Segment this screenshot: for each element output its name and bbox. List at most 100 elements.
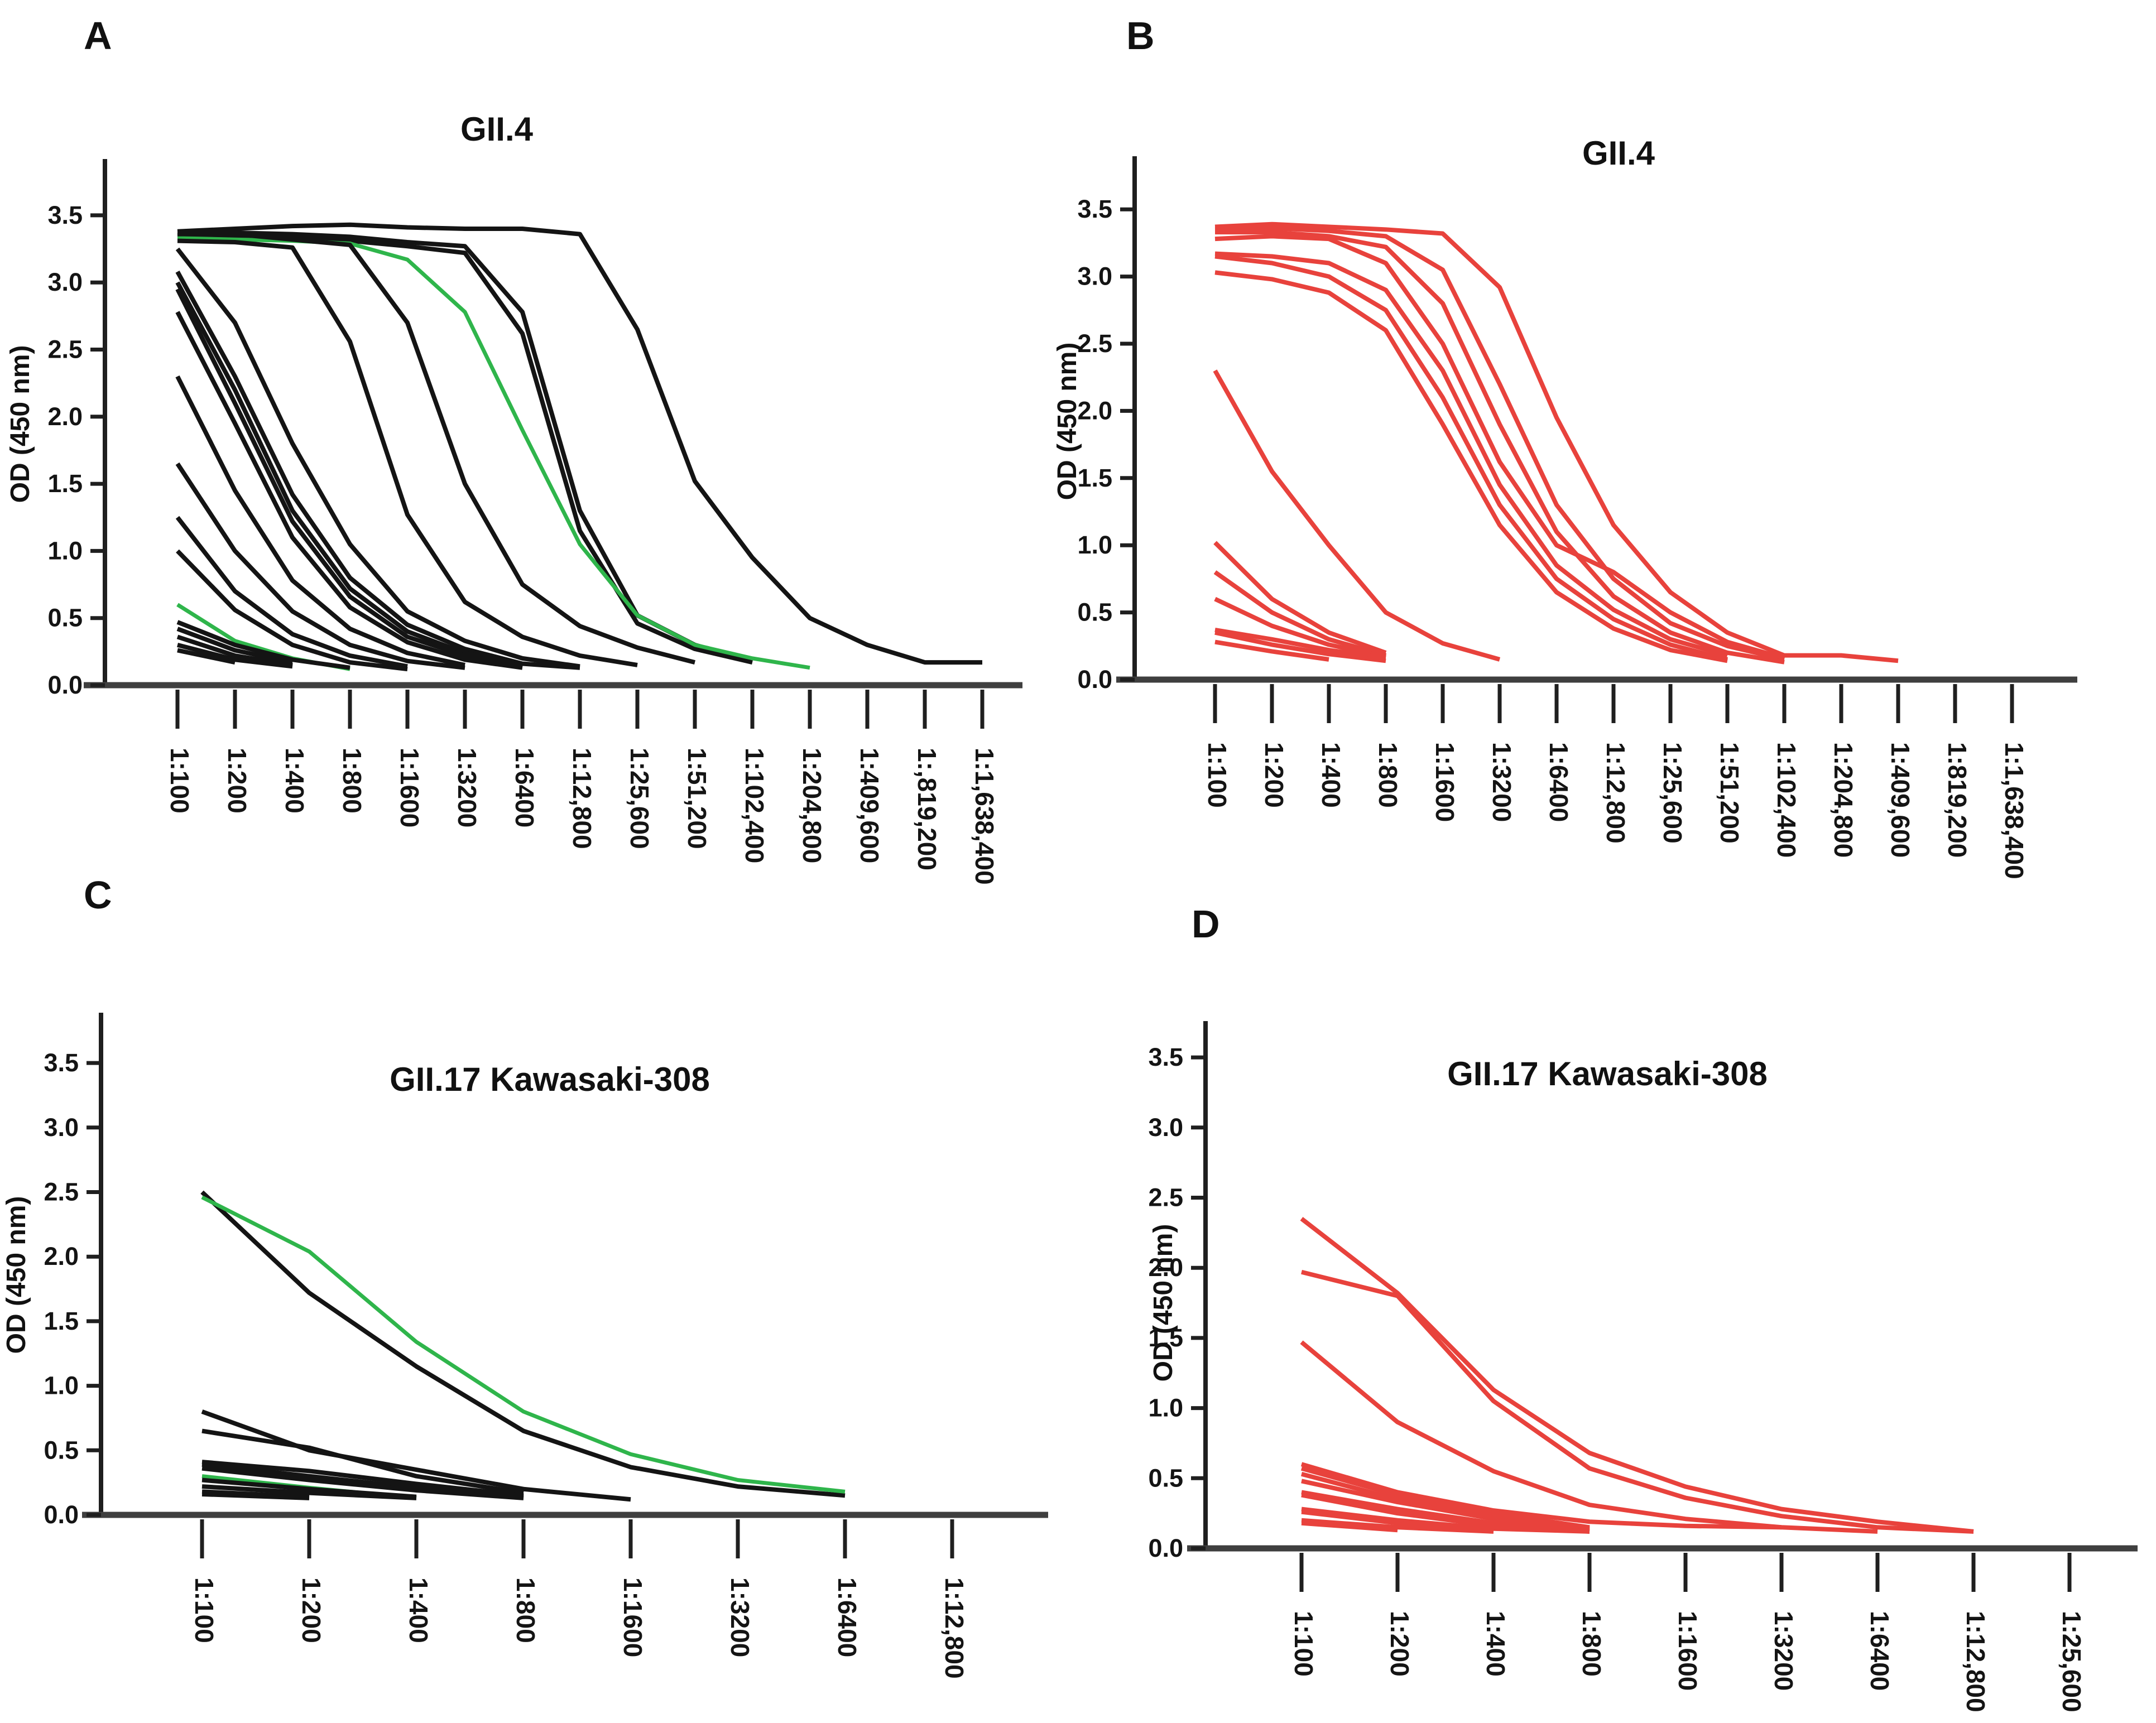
y-tick-label-D: 0.0 [1148, 1534, 1183, 1562]
y-tick-label-B: 2.5 [1077, 329, 1112, 358]
series-line-D-red-6 [1301, 1479, 1590, 1533]
x-tick-label-A: 1:102,400 [740, 748, 769, 863]
y-tick-label-B: 1.5 [1077, 464, 1112, 492]
y-tick-label-A: 1.0 [47, 536, 83, 565]
series-line-A-black-17 [176, 627, 293, 665]
x-tick-label-C: 1:200 [297, 1577, 326, 1643]
series-line-A-black-4 [177, 232, 695, 665]
y-tick-label-D: 2.5 [1148, 1183, 1183, 1212]
series-line-B-red-1 [1214, 225, 1785, 662]
y-tick-label-D: 3.0 [1148, 1113, 1183, 1142]
x-tick-label-B: 1:400 [1317, 742, 1346, 808]
series-line-C-black-3 [201, 1428, 524, 1495]
panel-title-A: GII.4 [460, 110, 534, 148]
x-tick-label-A: 1:100 [165, 748, 194, 814]
series-line-B-red-2 [1215, 230, 1785, 665]
x-tick-label-C: 1:400 [404, 1577, 433, 1643]
x-tick-label-C: 1:3200 [726, 1577, 755, 1657]
y-tick-label-B: 2.0 [1077, 396, 1112, 425]
series-line-A-black-0 [177, 222, 982, 665]
y-tick-label-B: 3.0 [1077, 262, 1112, 291]
series-line-C-black-2 [201, 1409, 631, 1502]
series-line-B-red-8 [1213, 541, 1387, 655]
panel-letter-D: D [1192, 902, 1220, 946]
y-tick-label-C: 0.5 [44, 1436, 79, 1464]
x-tick-label-A: 1:200 [223, 748, 252, 814]
series-line-A-black-6 [175, 247, 580, 669]
x-tick-label-A: 1:12,800 [568, 748, 597, 849]
y-tick-label-B: 0.0 [1077, 665, 1112, 694]
x-tick-label-C: 1:12,800 [940, 1577, 969, 1679]
series-line-A-black-19 [177, 642, 293, 669]
x-tick-label-B: 1:12,800 [1601, 742, 1630, 844]
x-tick-label-A: 1:1600 [395, 748, 424, 827]
x-tick-label-A: 1:400 [280, 748, 309, 814]
series-line-A-black-20 [177, 648, 236, 665]
series-line-A-black-14 [176, 549, 408, 672]
panel-letter-C: C [84, 873, 112, 917]
x-tick-label-D: 1:6400 [1865, 1611, 1894, 1691]
y-tick-label-A: 0.5 [47, 604, 83, 632]
y-tick-label-B: 1.0 [1077, 531, 1112, 559]
y-tick-label-C: 3.0 [44, 1113, 79, 1142]
y-tick-label-A: 3.0 [47, 268, 83, 296]
x-tick-label-B: 1:200 [1260, 742, 1289, 808]
x-tick-label-D: 1:12,800 [1961, 1611, 1990, 1712]
series-line-A-black-10 [175, 311, 523, 670]
panel-title-B: GII.4 [1582, 134, 1655, 172]
x-tick-label-B: 1:25,600 [1658, 742, 1687, 844]
series-line-B-red-9 [1213, 570, 1387, 658]
x-tick-label-A: 1:204,800 [798, 748, 827, 863]
y-tick-label-D: 3.5 [1148, 1043, 1183, 1071]
x-tick-label-D: 1:800 [1577, 1611, 1606, 1677]
series-line-C-green-1 [201, 1195, 846, 1494]
x-tick-label-D: 1:3200 [1769, 1611, 1798, 1691]
x-tick-label-A: 1:3200 [453, 748, 482, 827]
x-tick-label-C: 1:800 [511, 1577, 540, 1643]
series-line-C-black-9 [201, 1484, 417, 1500]
x-tick-label-C: 1:1600 [618, 1577, 647, 1657]
series-line-B-red-4 [1214, 251, 1728, 658]
y-tick-label-B: 0.5 [1077, 598, 1112, 627]
series-line-C-black-11 [201, 1491, 310, 1500]
panel-title-D: GII.17 Kawasaki-308 [1447, 1055, 1768, 1092]
x-tick-label-D: 1:100 [1289, 1611, 1318, 1677]
x-tick-label-A: 1:409,600 [855, 748, 884, 863]
x-tick-label-B: 1:1600 [1430, 742, 1459, 822]
series-line-A-black-9 [175, 288, 523, 669]
y-tick-label-A: 3.5 [47, 201, 83, 229]
y-tick-label-D: 1.0 [1148, 1394, 1183, 1422]
series-line-D-red-12 [1301, 1520, 1398, 1533]
x-tick-label-B: 1:51,200 [1715, 742, 1744, 844]
y-tick-label-B: 3.5 [1077, 195, 1112, 223]
x-tick-label-A: 1:25,600 [625, 748, 654, 849]
x-tick-label-B: 1:819,200 [1943, 742, 1972, 858]
x-tick-label-D: 1:200 [1385, 1611, 1414, 1677]
series-line-D-red-11 [1301, 1518, 1494, 1534]
x-tick-label-B: 1:100 [1203, 742, 1232, 808]
x-tick-label-B: 1:1,638,400 [2000, 742, 2029, 879]
series-line-C-black-6 [201, 1466, 524, 1500]
x-tick-label-B: 1:204,800 [1829, 742, 1858, 858]
series-line-D-red-0 [1300, 1217, 1974, 1534]
series-line-B-red-6 [1214, 270, 1728, 663]
x-tick-label-D: 1:25,600 [2057, 1611, 2086, 1712]
x-tick-label-A: 1:51,200 [683, 748, 712, 849]
panel-letter-A: A [84, 14, 112, 57]
x-tick-label-B: 1:3200 [1487, 742, 1516, 822]
x-tick-label-A: 1:6400 [510, 748, 539, 827]
x-tick-label-C: 1:100 [190, 1577, 219, 1643]
y-tick-label-A: 2.5 [47, 335, 83, 364]
y-tick-label-C: 2.0 [44, 1242, 79, 1270]
series-line-C-black-0 [200, 1190, 846, 1498]
x-tick-label-B: 1:6400 [1544, 742, 1573, 822]
y-axis-title-B: OD (450 nm) [1053, 343, 1082, 500]
series-line-D-red-10 [1301, 1509, 1494, 1533]
x-tick-label-B: 1:102,400 [1772, 742, 1801, 858]
y-tick-label-A: 0.0 [47, 671, 83, 699]
series-line-B-red-12 [1214, 630, 1386, 663]
series-line-D-red-2 [1300, 1340, 1878, 1534]
panel-letter-B: B [1126, 14, 1155, 57]
